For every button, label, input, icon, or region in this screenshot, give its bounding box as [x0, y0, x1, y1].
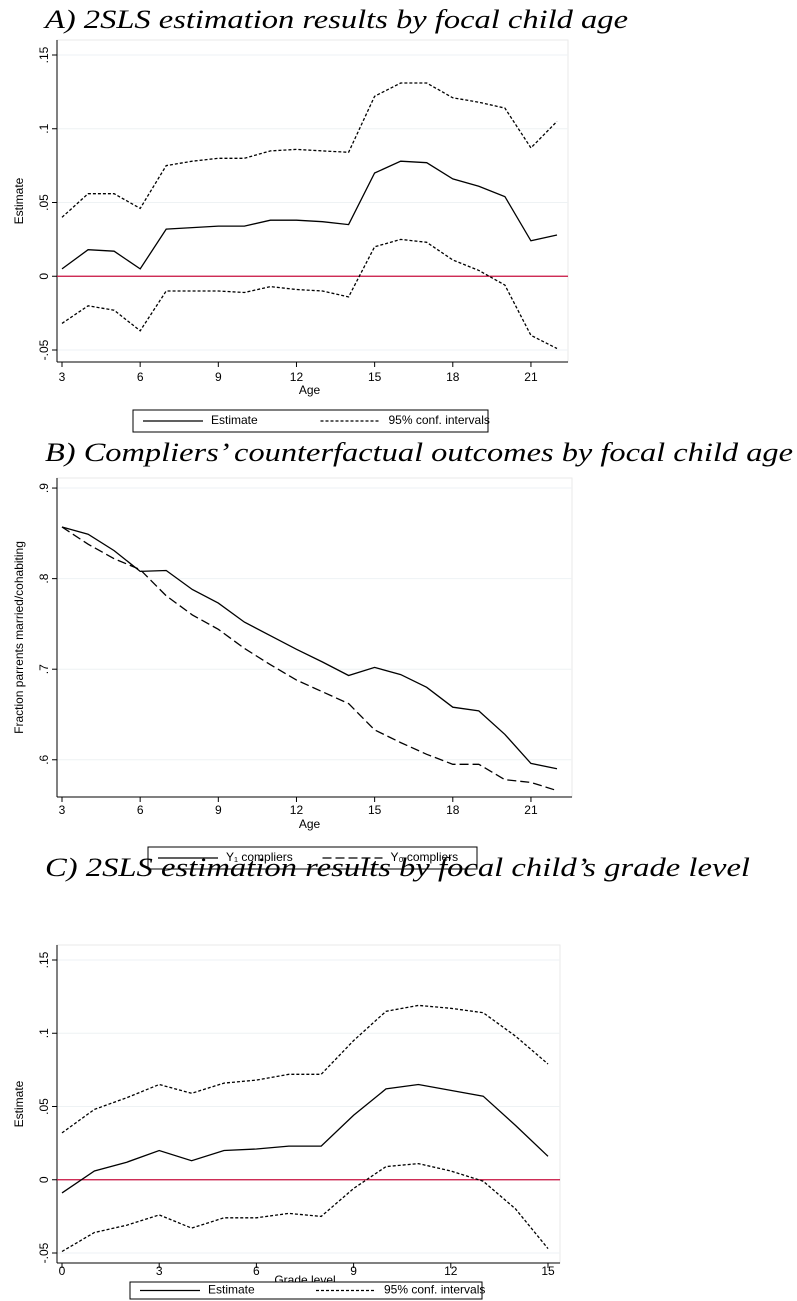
y-tick-label: .6	[37, 754, 51, 764]
y-tick-label: .05	[37, 194, 51, 211]
x-tick-label: 12	[290, 370, 304, 384]
plot-frame	[56, 39, 569, 363]
x-tick-label: 15	[368, 803, 382, 817]
legend-label: 95% conf. intervals	[389, 413, 490, 427]
x-tick-label: 15	[541, 1264, 555, 1278]
x-tick-label: 3	[156, 1264, 163, 1278]
chart-title: B) Compliers’ counterfactual outcomes by…	[45, 438, 793, 467]
x-tick-label: 15	[368, 370, 382, 384]
y-axis-title: Estimate	[12, 1080, 26, 1127]
chart-title: A) 2SLS estimation results by focal chil…	[42, 5, 628, 34]
series-line	[61, 160, 558, 270]
series-line	[61, 82, 558, 218]
legend-box	[132, 409, 489, 433]
legend-box	[147, 846, 478, 870]
chart-title: C) 2SLS estimation results by focal chil…	[45, 853, 750, 882]
series-line	[61, 1162, 549, 1253]
series-line	[61, 526, 558, 770]
x-tick-label: 12	[444, 1264, 458, 1278]
x-tick-label: 0	[59, 1264, 66, 1278]
x-axis-title: Age	[299, 817, 321, 831]
x-tick-label: 6	[137, 370, 144, 384]
x-tick-label: 21	[524, 370, 538, 384]
legend-label: Y₁ compliers	[226, 850, 293, 864]
series-line	[61, 1004, 549, 1134]
series-line	[61, 526, 558, 792]
y-tick-label: -.05	[37, 339, 51, 360]
x-tick-label: 18	[446, 370, 460, 384]
y-tick-label: .15	[37, 951, 51, 968]
legend-label: Y₀ compliers	[391, 850, 459, 864]
y-tick-label: .1	[37, 1028, 51, 1038]
y-tick-label: .7	[37, 664, 51, 674]
x-tick-label: 6	[253, 1264, 260, 1278]
plot-frame	[56, 944, 561, 1264]
x-tick-label: 21	[524, 803, 538, 817]
y-tick-label: 0	[37, 1176, 51, 1183]
legend-box	[129, 1281, 483, 1300]
y-tick-label: .9	[37, 483, 51, 493]
y-tick-label: .1	[37, 123, 51, 133]
legend-label: 95% conf. intervals	[384, 1283, 485, 1297]
x-tick-label: 3	[59, 803, 66, 817]
x-tick-label: 9	[350, 1264, 357, 1278]
y-axis-title: Estimate	[12, 177, 26, 224]
x-tick-label: 6	[137, 803, 144, 817]
legend-label: Estimate	[211, 413, 258, 427]
legend-label: Estimate	[208, 1283, 255, 1297]
y-tick-label: .15	[37, 46, 51, 63]
y-axis-title: Fraction parrents married/cohabiting	[12, 541, 26, 734]
x-tick-label: 3	[59, 370, 66, 384]
x-tick-label: 18	[446, 803, 460, 817]
x-tick-label: 12	[290, 803, 304, 817]
y-tick-label: 0	[37, 273, 51, 280]
series-line	[61, 238, 558, 350]
y-tick-label: .05	[37, 1098, 51, 1115]
series-line	[61, 1083, 549, 1194]
y-tick-label: -.05	[37, 1242, 51, 1263]
plot-frame	[56, 477, 573, 798]
y-tick-label: .8	[37, 573, 51, 583]
x-axis-title: Age	[299, 383, 321, 397]
x-tick-label: 9	[215, 370, 222, 384]
x-tick-label: 9	[215, 803, 222, 817]
